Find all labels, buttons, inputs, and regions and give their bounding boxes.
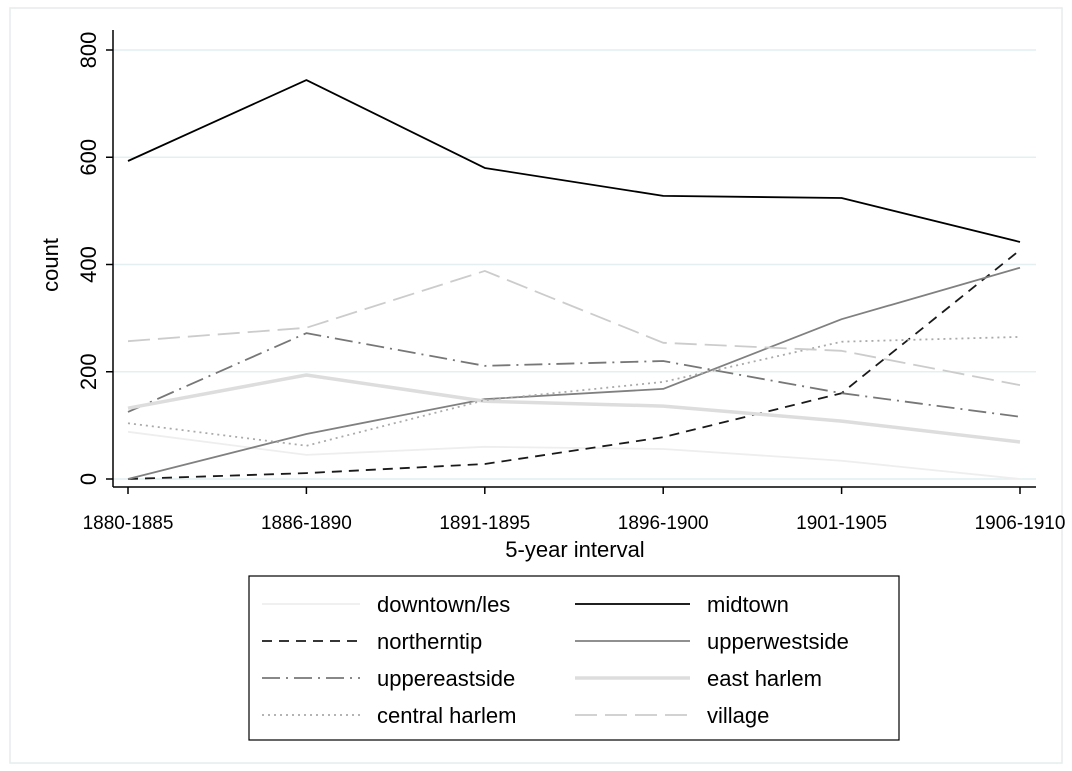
x-tick-label: 1901-1905 (796, 513, 887, 534)
y-axis-title: count (38, 238, 63, 292)
x-tick-label: 1896-1900 (618, 513, 709, 534)
series-line (127, 79, 1021, 243)
y-tick-label: 800 (76, 32, 101, 69)
x-tick-label: 1886-1890 (261, 513, 352, 534)
legend-label: midtown (707, 592, 789, 617)
legend-label: upperwestside (707, 629, 849, 654)
x-tick-label: 1906-1910 (975, 513, 1066, 534)
y-tick-label: 600 (76, 139, 101, 176)
legend-label: uppereastside (377, 666, 515, 691)
series-line (127, 430, 1021, 480)
legend-label: downtown/les (377, 592, 510, 617)
grid (113, 49, 1036, 480)
y-tick-label: 200 (76, 353, 101, 390)
series-line (127, 266, 1021, 480)
legend-label: central harlem (377, 703, 516, 728)
legend-label: village (707, 703, 769, 728)
series-line (127, 373, 1021, 444)
y-tick-label: 400 (76, 246, 101, 283)
series-line (127, 270, 1021, 387)
legend-label: northerntip (377, 629, 482, 654)
y-tick-label: 0 (76, 473, 101, 485)
x-axis-title: 5-year interval (505, 537, 644, 562)
series-line (127, 249, 1021, 480)
series-line (127, 332, 1021, 418)
x-tick-label: 1891-1895 (439, 513, 530, 534)
x-tick-label: 1880-1885 (83, 513, 174, 534)
legend-label: east harlem (707, 666, 822, 691)
